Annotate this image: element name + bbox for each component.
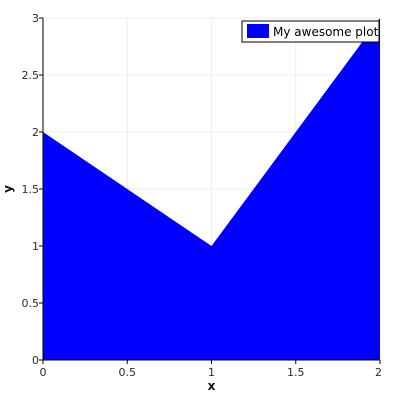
y-axis-title: y [1,185,15,193]
legend-label: My awesome plot [273,25,379,39]
y-tick-label-3: 1.5 [22,183,40,196]
x-tick-label-2: 1 [208,366,215,379]
x-tick-label-1: 0.5 [119,366,137,379]
legend-swatch [247,24,269,38]
x-tick-label-4: 2 [375,366,382,379]
x-axis-title: x [208,379,216,393]
x-tick-label-3: 1.5 [287,366,305,379]
area-series-0 [43,18,380,360]
y-tick-label-1: 0.5 [22,297,40,310]
axes-layer [39,17,381,364]
y-tick-label-2: 1 [32,240,39,253]
tick-labels: 0 0.5 1 1.5 2 2.5 3 0 0.5 1 1.5 2 [22,12,383,379]
y-tick-label-0: 0 [32,354,39,367]
y-tick-label-6: 3 [32,12,39,25]
legend-box [241,20,380,43]
y-tick-label-5: 2.5 [22,69,40,82]
legend: My awesome plot [241,20,380,43]
y-tick-label-4: 2 [32,126,39,139]
x-tick-label-0: 0 [40,366,47,379]
